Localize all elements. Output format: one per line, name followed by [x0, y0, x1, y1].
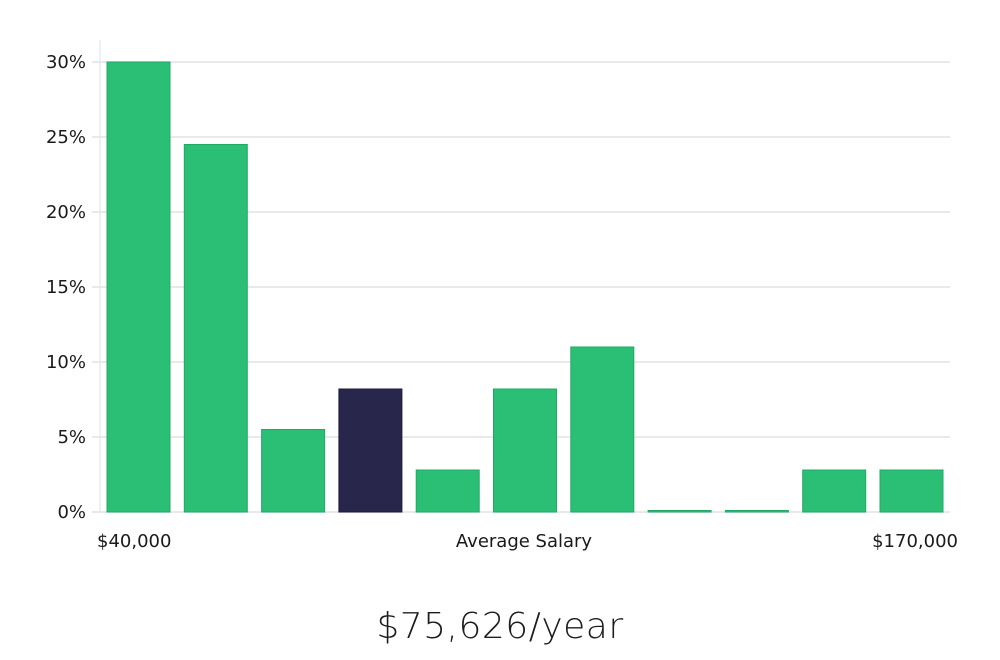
y-tick-label: 5% — [57, 427, 86, 448]
bar — [647, 510, 712, 513]
y-tick-label: 0% — [57, 502, 86, 523]
y-tick-label: 25% — [46, 127, 86, 148]
y-tick-label: 10% — [46, 352, 86, 373]
bar — [183, 144, 248, 513]
y-tick-label: 30% — [46, 52, 86, 73]
histogram-svg: 0% 5% 10% 15% 20% 25% 30% $40,000 Average Sala… — [46, 40, 958, 552]
bar-highlighted — [338, 388, 403, 513]
bar — [493, 388, 557, 513]
bar — [415, 469, 480, 513]
x-end-label: $170,000 — [872, 531, 958, 552]
bar — [106, 61, 171, 513]
average-salary-value: $75,626/year — [376, 606, 624, 647]
bars — [106, 61, 944, 513]
x-axis-title: Average Salary — [456, 531, 593, 552]
y-tick-label: 15% — [46, 277, 86, 298]
bar — [570, 346, 635, 513]
bar — [802, 469, 867, 513]
bar — [724, 510, 789, 513]
y-tick-label: 20% — [46, 202, 86, 223]
y-axis-ticks: 0% 5% 10% 15% 20% 25% 30% — [46, 52, 86, 523]
salary-histogram: 0% 5% 10% 15% 20% 25% 30% $40,000 Average Sala… — [46, 40, 958, 552]
x-start-label: $40,000 — [97, 531, 171, 552]
bar — [261, 429, 326, 513]
bar — [879, 469, 944, 513]
